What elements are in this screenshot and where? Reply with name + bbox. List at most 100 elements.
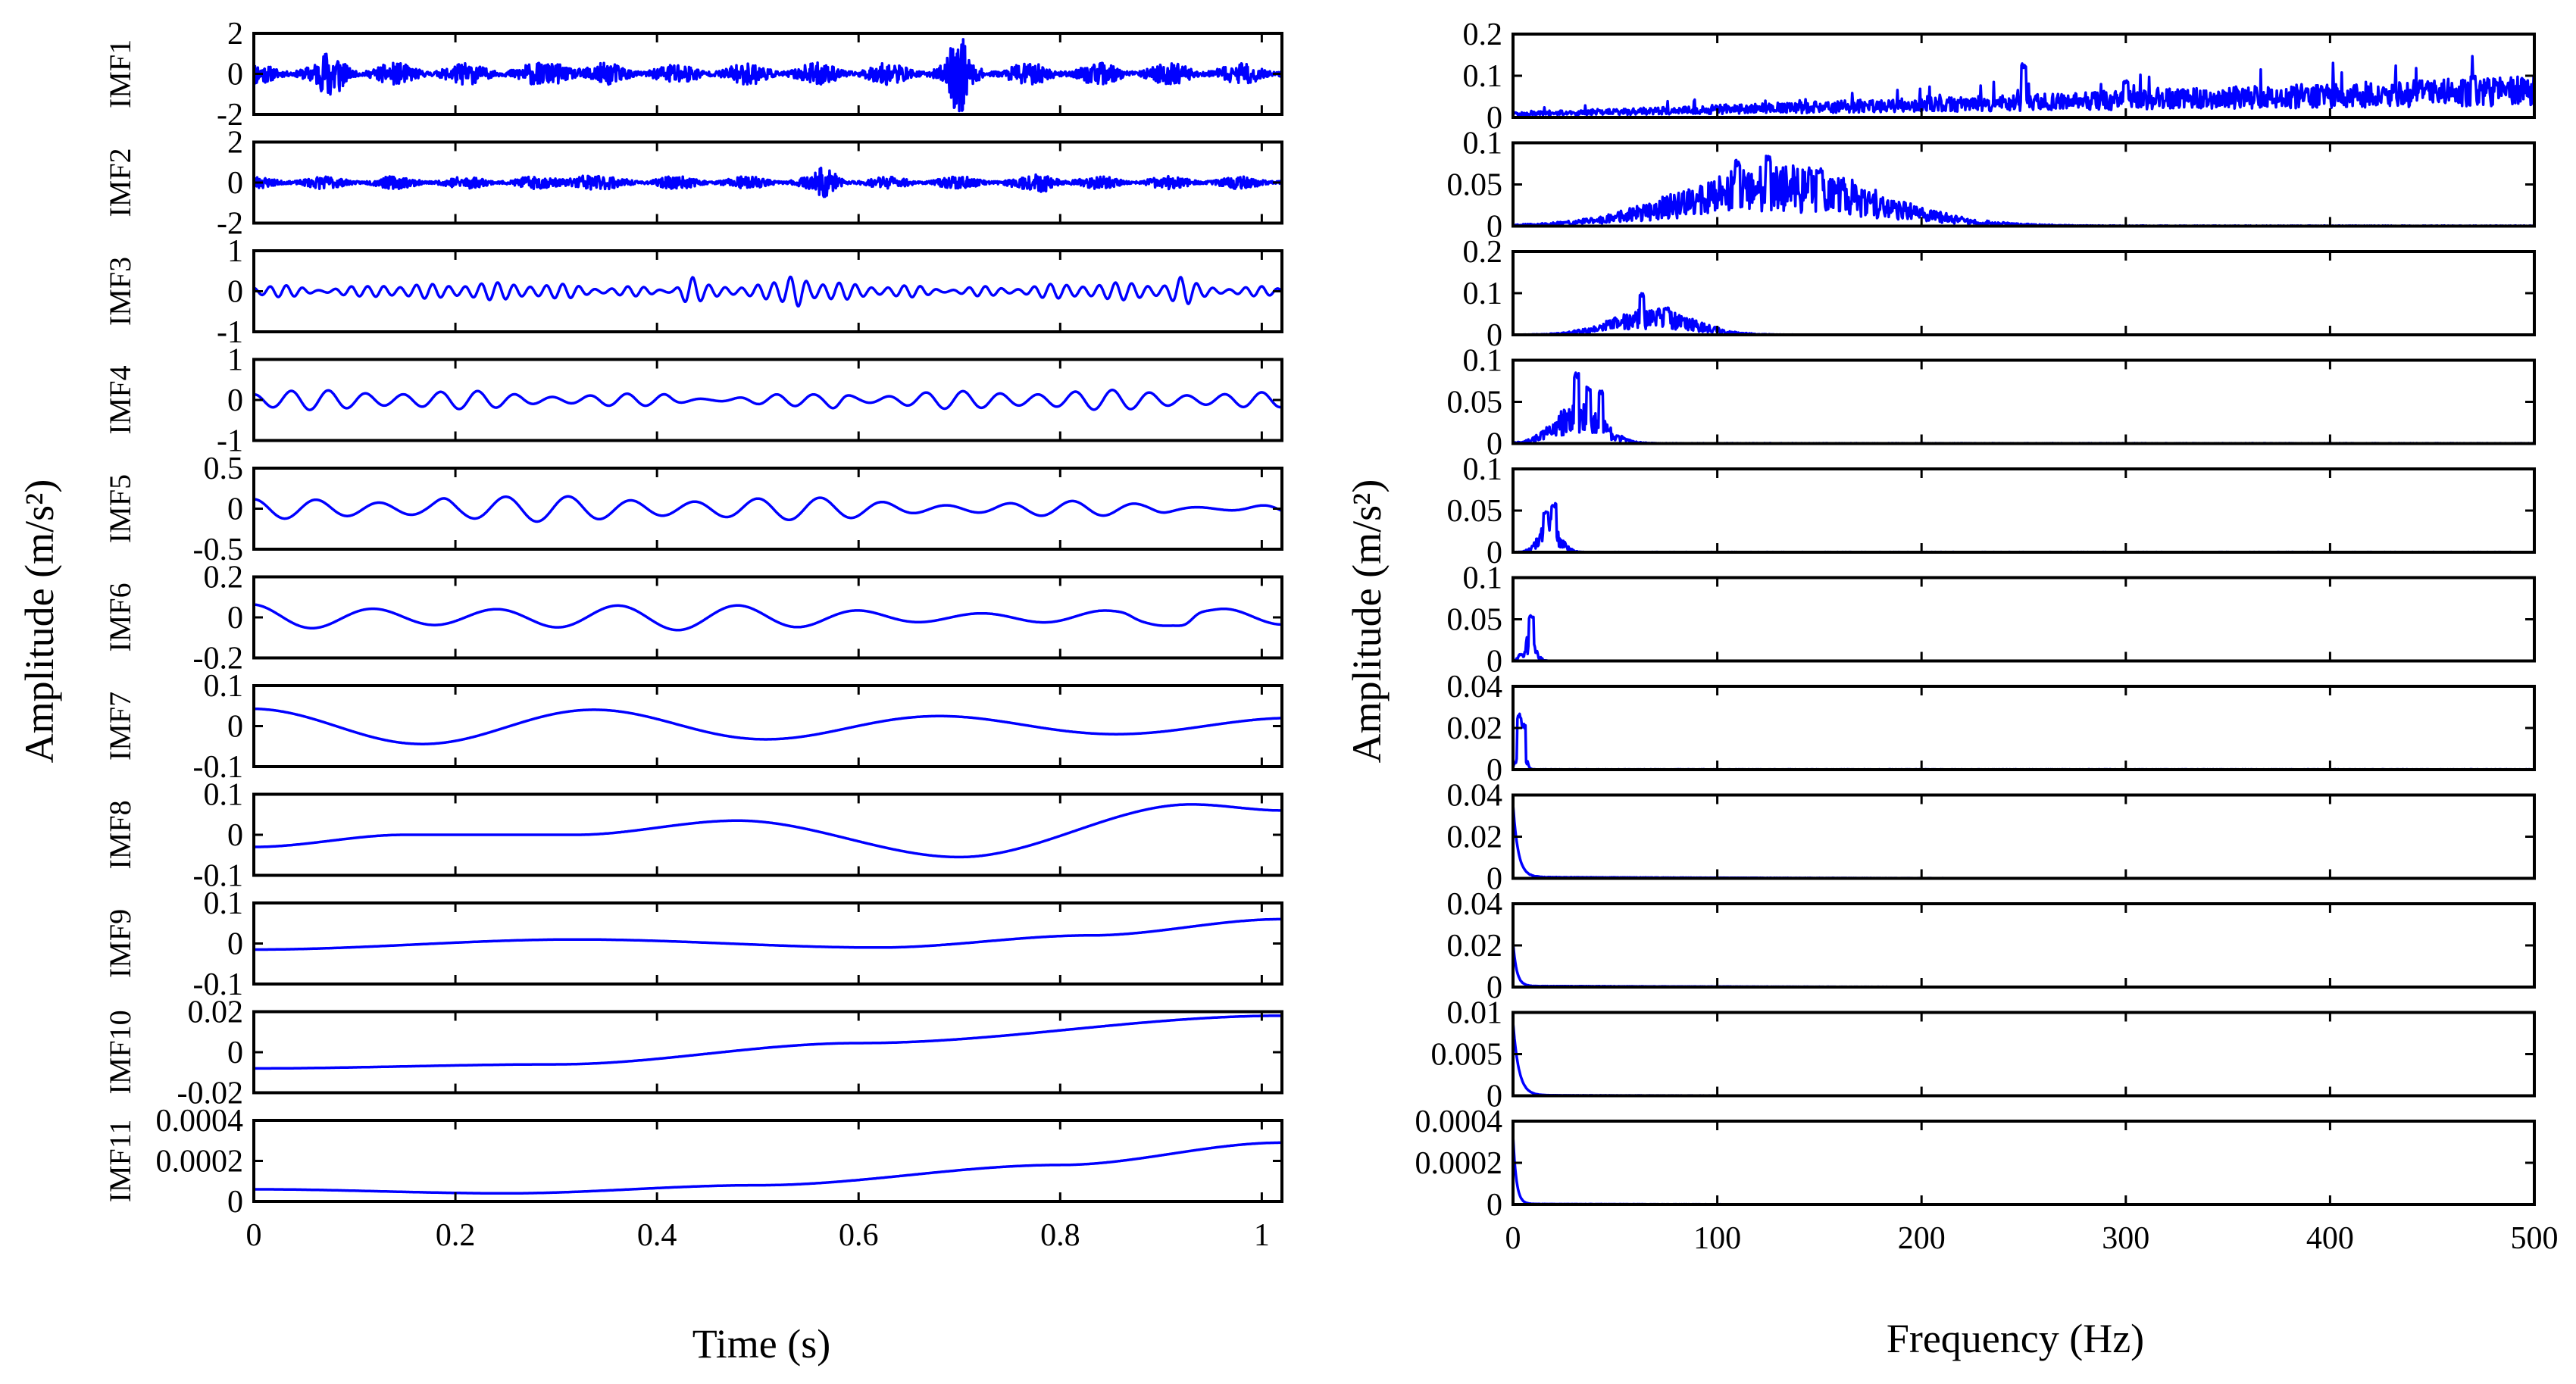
time-x-axis-label: Time (s) (692, 1321, 831, 1367)
y-tick-label: 0.1 (1463, 127, 1503, 161)
panel-frame (1512, 250, 2536, 336)
y-tick-label: 0 (1487, 536, 1502, 570)
series-line (1512, 1135, 2535, 1206)
panel-frame (252, 901, 1283, 986)
y-tick-label: 0 (1487, 318, 1502, 353)
y-tick-label: 0.0002 (156, 1145, 244, 1179)
x-tick-label: 0.2 (436, 1218, 476, 1253)
y-tick-label: 0.1 (1463, 452, 1503, 487)
y-tick-label: -1 (217, 424, 243, 459)
y-tick-label: 0 (227, 1036, 243, 1070)
series-line (253, 707, 1283, 745)
series-line (253, 603, 1283, 632)
x-tick-label: 0 (1505, 1221, 1521, 1256)
panel-2: -2 0 2 IMF2 (103, 126, 1283, 242)
time-y-axis-label: Amplitude (m/s²) (17, 480, 62, 764)
series-line (1512, 371, 2535, 445)
x-tick-label: 200 (1898, 1221, 1946, 1256)
panel-9: 0 0.02 0.04 (1447, 887, 2536, 1005)
panel-4: 0 0.05 0.1 (1447, 344, 2536, 462)
panel-10: -0.02 0 0.02 IMF10 (103, 995, 1283, 1111)
y-tick-label: 0.02 (1447, 820, 1503, 855)
imf-label: IMF5 (103, 474, 137, 543)
series-line (1512, 614, 2535, 663)
panel-8: 0 0.02 0.04 (1447, 779, 2536, 897)
series-line (253, 389, 1283, 411)
y-tick-label: 0 (227, 275, 243, 310)
series-line (1512, 942, 2535, 989)
x-tick-label: 100 (1693, 1221, 1741, 1256)
y-tick-label: 0 (1487, 862, 1502, 897)
panel-11: 0 0.0002 0.0004 0 100 200 300 400 500 (1415, 1104, 2559, 1256)
y-tick-label: 0.1 (1463, 561, 1503, 596)
y-tick-label: 0.05 (1447, 494, 1503, 529)
y-tick-label: 0.2 (204, 561, 244, 595)
y-tick-label: 0.1 (1463, 344, 1503, 379)
panel-6: -0.2 0 0.2 IMF6 (103, 561, 1283, 676)
panel-frame (1512, 685, 2536, 771)
y-tick-label: 0.02 (1447, 929, 1503, 964)
panel-1: 0 0.1 0.2 (1463, 17, 2536, 136)
imf-label: IMF6 (103, 583, 137, 651)
imf-label: IMF4 (103, 365, 137, 434)
y-tick-label: 0 (227, 818, 243, 853)
frequency-y-axis-label: Amplitude (m/s²) (1344, 480, 1390, 764)
series-line (253, 917, 1283, 951)
panel-frame (1512, 467, 2536, 554)
x-tick-label: 1 (1254, 1218, 1270, 1253)
series-line (253, 275, 1283, 308)
y-tick-label: 0 (1487, 1079, 1502, 1114)
imf-label: IMF10 (103, 1010, 137, 1094)
panel-3: 0 0.1 0.2 (1463, 235, 2536, 353)
y-tick-label: -0.1 (193, 750, 244, 785)
panel-frame (252, 467, 1283, 551)
y-tick-label: 0.0004 (1415, 1104, 1503, 1139)
series-line (1512, 804, 2535, 880)
panel-8: -0.1 0 0.1 IMF8 (103, 778, 1283, 894)
time-domain-chart: -2 0 2 IMF1 -2 0 2 IMF2 -1 0 1 IMF3 -1 0 1 IMF4 -0.5 0 0.5… (103, 17, 1283, 1253)
y-tick-label: 1 (227, 343, 243, 378)
x-tick-label: 500 (2511, 1221, 2559, 1256)
series-line (253, 803, 1283, 859)
y-tick-label: 0.05 (1447, 168, 1503, 203)
y-tick-label: -2 (217, 207, 243, 242)
series-line (253, 1141, 1283, 1195)
panel-10: 0 0.005 0.01 (1431, 996, 2536, 1114)
frequency-domain-chart: 00.10.200.050.100.10.200.050.100.050.100… (1415, 17, 2559, 1256)
panel-11: 0 0.0002 0.0004 0 0.2 0.4 0.6 0.8 1 IMF11 (103, 1104, 1283, 1253)
series-line (1512, 1021, 2535, 1098)
y-tick-label: 0.04 (1447, 670, 1503, 704)
y-tick-label: -0.2 (193, 642, 244, 676)
y-tick-label: 0.02 (188, 995, 244, 1030)
imf-label: IMF7 (103, 692, 137, 761)
y-tick-label: -0.02 (177, 1076, 244, 1111)
y-tick-label: 0.02 (1447, 711, 1503, 746)
panel-9: -0.1 0 0.1 IMF9 (103, 886, 1283, 1002)
y-tick-label: 0.5 (204, 451, 244, 486)
panel-frame (1512, 576, 2536, 663)
y-tick-label: -0.1 (193, 859, 244, 894)
y-tick-label: 0.0004 (156, 1104, 244, 1139)
panel-7: -0.1 0 0.1 IMF7 (103, 669, 1283, 785)
y-tick-label: 0 (227, 710, 243, 745)
y-tick-label: 0 (227, 492, 243, 527)
panel-7: 0 0.02 0.04 (1447, 670, 2536, 788)
panel-5: 0 0.05 0.1 (1447, 452, 2536, 570)
series-line (1512, 501, 2535, 554)
y-tick-label: 2 (227, 17, 243, 52)
x-tick-label: 300 (2102, 1221, 2149, 1256)
y-tick-label: 0 (227, 927, 243, 962)
panel-frame (1512, 793, 2536, 880)
y-tick-label: 0 (1487, 645, 1502, 680)
x-tick-label: 0.6 (839, 1218, 879, 1253)
y-tick-label: 0.1 (1463, 59, 1503, 94)
series-line (252, 167, 1283, 198)
y-tick-label: 0.1 (204, 778, 244, 813)
y-tick-label: 0 (1487, 427, 1502, 462)
y-tick-label: 0.2 (1463, 235, 1503, 270)
panel-frame (1512, 1120, 2536, 1206)
y-tick-label: 0 (1487, 970, 1502, 1005)
imf-label: IMF3 (103, 257, 137, 326)
y-tick-label: 0.05 (1447, 386, 1503, 420)
panel-4: -1 0 1 IMF4 (103, 343, 1283, 459)
